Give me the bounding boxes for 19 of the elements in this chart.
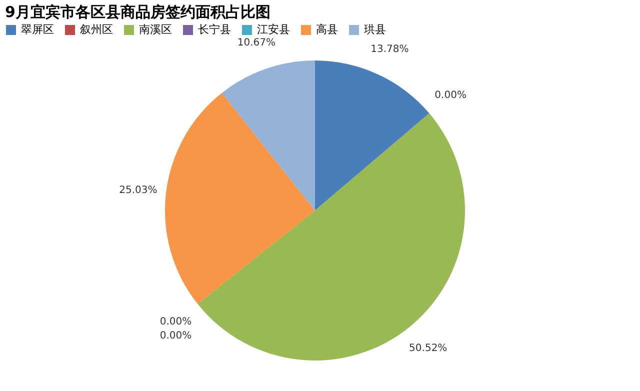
legend-label: 翠屏区 [21, 23, 54, 36]
data-label: 10.67% [237, 37, 276, 48]
legend-label: 长宁县 [198, 23, 231, 36]
chart-title: 9月宜宾市各区县商品房签约面积占比图 [5, 3, 270, 21]
pie-slice [315, 60, 430, 210]
legend-label: 珙县 [364, 23, 386, 36]
legend-label: 江安县 [257, 23, 290, 36]
pie-slice [165, 92, 315, 304]
data-label: 13.78% [370, 44, 409, 55]
text: 0.00% [160, 330, 192, 342]
data-label: 50.52% [409, 342, 448, 354]
pie-slice [198, 113, 465, 360]
legend-label: 南溪区 [139, 23, 172, 36]
text: 0.00% [434, 90, 466, 102]
text: 0.00% [160, 316, 192, 328]
pie-slice [222, 60, 315, 210]
legend-label: 高县 [316, 23, 338, 36]
data-label: 25.03% [119, 185, 158, 196]
legend-label: 叙州区 [80, 23, 113, 36]
